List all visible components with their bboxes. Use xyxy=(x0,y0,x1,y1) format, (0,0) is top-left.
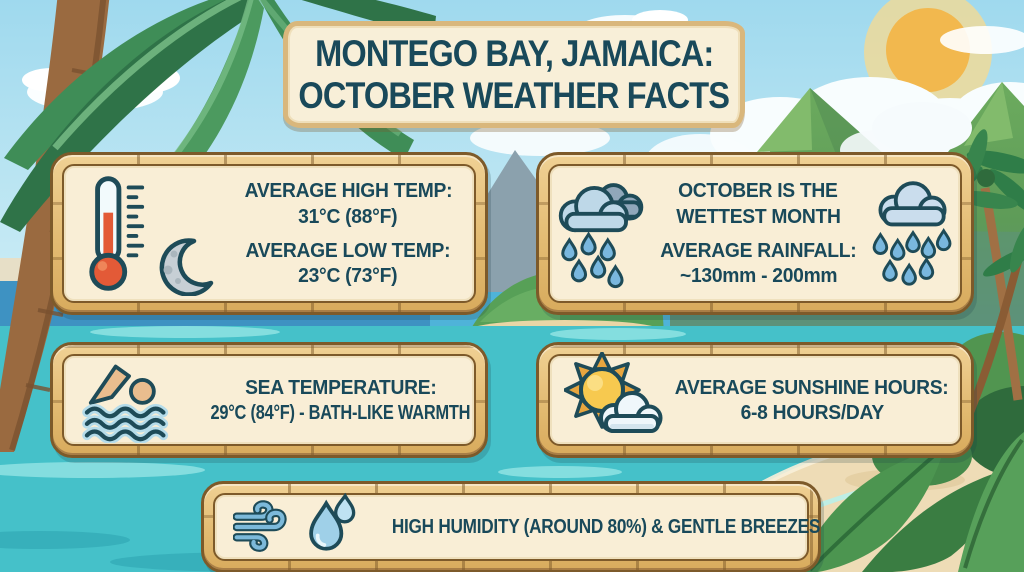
wind-icon xyxy=(233,500,287,552)
sea-temp-value: 29°C (84°F) - BATH-LIKE WARMTH xyxy=(210,401,471,424)
humidity-text: HIGH HUMIDITY (AROUND 80%) & GENTLE BREE… xyxy=(391,515,821,538)
crescent-moon-icon xyxy=(159,237,214,296)
avg-rainfall-value: ~130mm - 200mm xyxy=(679,264,838,288)
card-temperature: AVERAGE HIGH TEMP: 31°C (88°F) AVERAGE L… xyxy=(50,152,488,315)
avg-low-temp-value: 23°C (73°F) xyxy=(298,264,398,288)
water-drops-icon xyxy=(309,492,356,551)
card-humidity: HIGH HUMIDITY (AROUND 80%) & GENTLE BREE… xyxy=(201,481,821,572)
title-line2: OCTOBER WEATHER FACTS xyxy=(298,74,731,116)
avg-high-temp-value: 31°C (88°F) xyxy=(298,204,398,228)
thermometer-icon xyxy=(89,175,145,291)
sea-temp-label: SEA TEMPERATURE: xyxy=(244,375,437,399)
tropical-leaves-bottom-right xyxy=(795,432,1024,572)
swimmer-icon xyxy=(82,364,169,443)
sun-behind-cloud-icon xyxy=(563,350,663,433)
avg-rainfall-label: AVERAGE RAINFALL: xyxy=(660,239,857,262)
sunshine-value: 6-8 HOURS/DAY xyxy=(740,401,884,424)
humidity-icons xyxy=(233,492,357,562)
title-banner: MONTEGO BAY, JAMAICA: OCTOBER WEATHER FA… xyxy=(283,21,745,128)
rain-cloud-icon xyxy=(558,182,644,288)
sunshine-label: AVERAGE SUNSHINE HOURS: xyxy=(675,375,949,399)
avg-high-temp-label: AVERAGE HIGH TEMP: xyxy=(244,179,452,203)
card-sunshine: AVERAGE SUNSHINE HOURS: 6-8 HOURS/DAY xyxy=(536,342,974,458)
rain-cloud-icon xyxy=(872,180,952,286)
title-line1: MONTEGO BAY, JAMAICA: xyxy=(314,32,714,74)
card-rainfall: OCTOBER IS THE WETTEST MONTH AVERAGE RAI… xyxy=(536,152,974,315)
card-sea-temperature: SEA TEMPERATURE: 29°C (84°F) - BATH-LIKE… xyxy=(50,342,488,458)
avg-low-temp-label: AVERAGE LOW TEMP: xyxy=(245,239,451,262)
wettest-month-line1: OCTOBER IS THE xyxy=(678,179,839,203)
wettest-month-line2: WETTEST MONTH xyxy=(676,204,841,228)
temperature-icons xyxy=(64,166,222,302)
